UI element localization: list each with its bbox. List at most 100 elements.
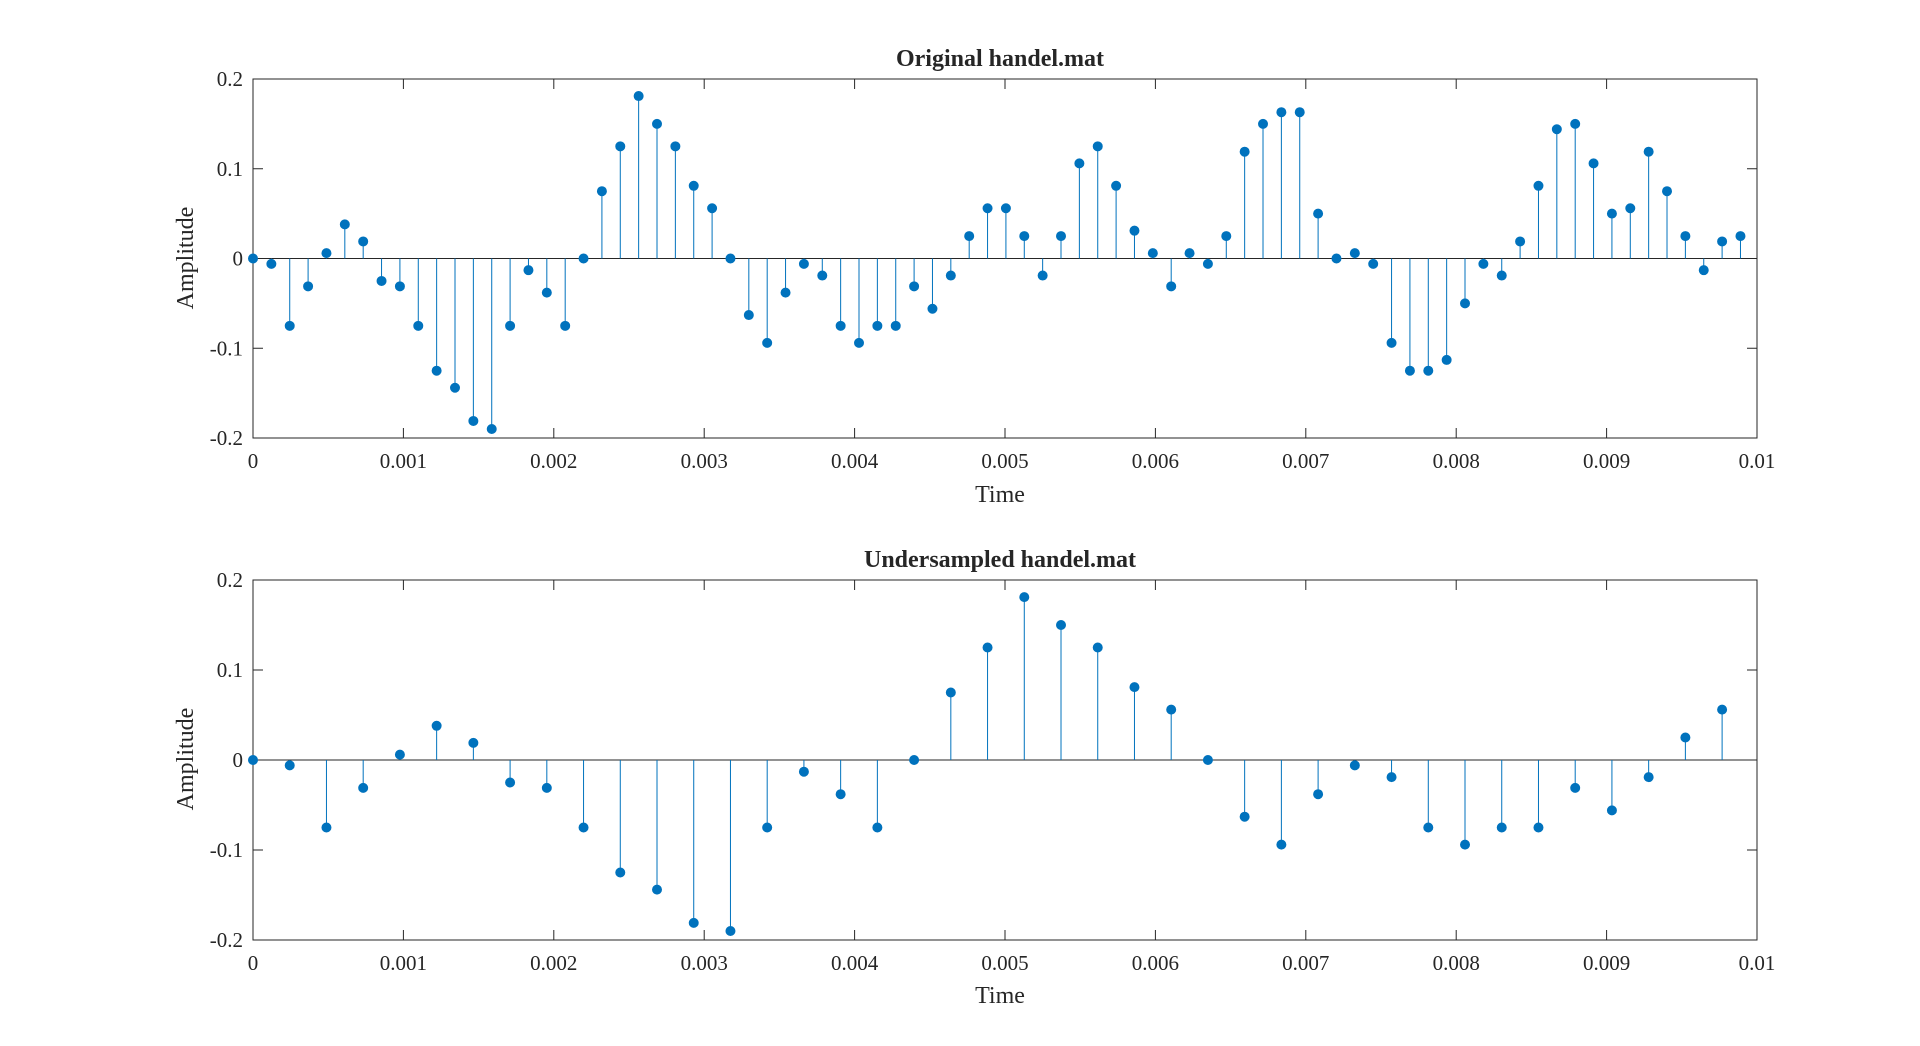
original-stem-marker <box>560 320 571 331</box>
original-stem-marker <box>468 415 479 426</box>
original-stem-marker <box>1202 258 1213 269</box>
original-stem-marker <box>1349 248 1360 259</box>
original-xtick-label: 0.004 <box>831 449 879 473</box>
original-ytick-label: -0.2 <box>210 426 243 450</box>
undersampled-stem-marker <box>982 642 993 653</box>
original-stem-marker <box>817 270 828 281</box>
original-stem-marker <box>652 118 663 129</box>
original-xtick-label: 0.008 <box>1433 449 1480 473</box>
original-stem-marker <box>248 253 258 264</box>
original-stem-marker <box>431 365 442 376</box>
original-stem-marker <box>486 424 497 435</box>
undersampled-stem-marker <box>762 822 773 833</box>
original-xtick-label: 0.003 <box>681 449 728 473</box>
original-stem-marker <box>1294 107 1305 118</box>
undersampled-stem-marker <box>505 777 516 788</box>
undersampled-stem-marker <box>321 822 332 833</box>
original-stem-marker <box>725 253 736 264</box>
undersampled-stem-marker <box>1019 592 1030 603</box>
original-stem-marker <box>1533 180 1544 191</box>
original-stem-marker <box>1092 141 1103 152</box>
undersampled-ytick-label: -0.1 <box>210 838 243 862</box>
undersampled-stem-marker <box>1717 704 1728 715</box>
original-stem-marker <box>1515 236 1526 247</box>
original-stem-marker <box>1111 180 1122 191</box>
original-stem-marker <box>1019 231 1030 242</box>
undersampled-stem-marker <box>688 917 699 928</box>
subplot-original: Original handel.mat Time Amplitude 0 0.00… <box>173 46 1775 508</box>
undersampled-xtick-label: 0.001 <box>380 951 427 975</box>
original-stem-marker <box>523 265 534 276</box>
original-stem-marker <box>909 281 920 292</box>
undersampled-stem-marker <box>872 822 883 833</box>
undersampled-xtick-label: 0.006 <box>1132 951 1179 975</box>
undersampled-stem-marker <box>248 755 258 765</box>
subplot-undersampled-title: Undersampled handel.mat <box>864 547 1136 573</box>
undersampled-stem-marker <box>468 737 479 748</box>
subplot-original-plot-area: 0 0.001 0.002 0.003 0.004 0.005 0.006 0.007 0.00… <box>210 67 1776 473</box>
original-ytick-label: 0.1 <box>217 157 243 181</box>
undersampled-stem-marker <box>431 720 442 731</box>
undersampled-stem-marker <box>945 687 956 698</box>
original-stem-marker <box>1129 225 1140 236</box>
subplot-original-ylabel: Amplitude <box>173 207 199 310</box>
original-stem-marker <box>1037 270 1048 281</box>
original-xtick-label: 0.007 <box>1282 449 1329 473</box>
original-xtick-label: 0.009 <box>1583 449 1630 473</box>
subplot-undersampled-plot-area: 0 0.001 0.002 0.003 0.004 0.005 0.006 0.007 0.00… <box>210 568 1776 975</box>
original-stem-marker <box>890 320 901 331</box>
undersampled-stem-marker <box>1129 682 1140 693</box>
original-stem-marker <box>964 231 975 242</box>
original-stem-marker <box>1460 298 1471 309</box>
original-stem-marker <box>670 141 681 152</box>
undersampled-xtick-label: 0.007 <box>1282 951 1329 975</box>
original-stem-marker <box>1496 270 1507 281</box>
original-stem-marker <box>1166 281 1177 292</box>
undersampled-ytick-label: 0.2 <box>217 568 243 592</box>
original-stem-marker <box>798 258 809 269</box>
undersampled-xtick-label: 0.004 <box>831 951 879 975</box>
original-stem-marker <box>596 186 607 197</box>
original-stem-marker <box>1074 158 1085 169</box>
original-stem-marker <box>1000 203 1011 214</box>
original-stem-marker <box>303 281 314 292</box>
original-stem-marker <box>1331 253 1342 264</box>
undersampled-stem-marker <box>615 867 626 878</box>
undersampled-xtick-label: 0.01 <box>1739 951 1776 975</box>
original-stem-marker <box>1368 258 1379 269</box>
undersampled-stem-marker <box>394 749 405 760</box>
undersampled-stem-marker <box>1643 772 1654 783</box>
undersampled-stem-marker <box>1239 811 1250 822</box>
subplot-original-title: Original handel.mat <box>896 46 1104 72</box>
undersampled-stem-marker <box>1092 642 1103 653</box>
original-stem-marker <box>1606 208 1617 219</box>
original-stem-marker <box>1478 258 1489 269</box>
undersampled-stem-marker <box>1606 805 1617 816</box>
original-stem-marker <box>1680 231 1691 242</box>
undersampled-xtick-label: 0.009 <box>1583 951 1630 975</box>
original-stem-marker <box>780 287 791 298</box>
subplot-undersampled-ylabel: Amplitude <box>173 708 199 811</box>
original-stem-marker <box>872 320 883 331</box>
undersampled-stem-marker <box>1533 822 1544 833</box>
original-stem-marker <box>358 236 369 247</box>
original-stem-marker <box>1404 365 1415 376</box>
undersampled-xtick-label: 0.005 <box>981 951 1028 975</box>
original-stem-marker <box>762 337 773 348</box>
original-stem-marker <box>1551 124 1562 135</box>
undersampled-stem-marker <box>541 782 552 793</box>
undersampled-ytick-label: 0.1 <box>217 658 243 682</box>
undersampled-stem-marker <box>1056 620 1067 630</box>
undersampled-stem-marker <box>652 884 663 895</box>
original-xtick-label: 0.001 <box>380 449 427 473</box>
original-stem-marker <box>450 382 461 393</box>
original-stem-marker <box>982 203 993 214</box>
original-stem-marker <box>1147 248 1158 259</box>
original-stem-marker <box>1423 365 1434 376</box>
original-stem-marker <box>707 203 718 214</box>
original-stem-marker <box>927 303 938 314</box>
subplot-original-xlabel: Time <box>975 482 1025 508</box>
original-stem-marker <box>339 219 350 230</box>
undersampled-stem-marker <box>1349 760 1360 771</box>
original-stem-marker <box>1258 118 1269 129</box>
